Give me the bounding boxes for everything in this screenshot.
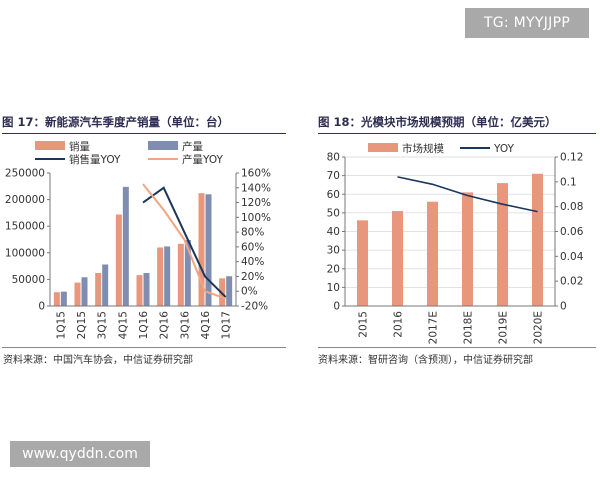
category-label: 2017E — [428, 311, 440, 344]
bar-市场规模-2016 — [392, 211, 403, 306]
tick-label-left: 30 — [327, 245, 340, 257]
tick-label-right: 160% — [241, 168, 271, 180]
tick-label-left: 20 — [327, 263, 340, 275]
legend-swatch-产量 — [148, 141, 178, 150]
legend-swatch-销量 — [35, 141, 65, 150]
bar-产量-1Q17 — [226, 276, 233, 306]
tick-label-right: 0 — [560, 301, 567, 313]
legend-label-销量: 销量 — [69, 140, 90, 153]
tick-label-right: 40% — [241, 256, 264, 268]
bar-销量-3Q16 — [177, 243, 184, 306]
title-rule-right — [318, 133, 596, 134]
tick-label-right: 0.1 — [560, 176, 577, 188]
tick-label-left: 150000 — [5, 221, 45, 233]
watermark-top: TG: MYYJJPP — [465, 8, 589, 38]
category-label: 2015 — [358, 311, 370, 338]
bar-市场规模-2015 — [357, 220, 368, 306]
tick-label-right: 0% — [241, 286, 258, 298]
bar-销量-2Q16 — [157, 247, 164, 306]
bar-市场规模-2020E — [532, 173, 543, 306]
category-label: 1Q16 — [138, 311, 150, 340]
tick-label-left: 0 — [333, 301, 340, 313]
bar-销量-1Q15 — [53, 292, 60, 306]
category-label: 2018E — [463, 311, 475, 344]
chart-title-left: 图 17：新能源汽车季度产销量（单位：台） — [2, 115, 230, 129]
tick-label-right: 0.04 — [560, 251, 584, 263]
tick-label-left: 40 — [327, 226, 340, 238]
bar-产量-1Q15 — [60, 291, 67, 306]
tick-label-right: -20% — [241, 301, 268, 313]
tick-label-left: 10 — [327, 282, 340, 294]
tick-label-left: 200000 — [5, 194, 45, 206]
tick-label-left: 50000 — [12, 274, 45, 286]
tick-label-right: 140% — [241, 182, 271, 194]
tick-label-right: 0.08 — [560, 201, 583, 213]
category-label: 2Q16 — [159, 311, 171, 340]
tick-label-left: 70 — [327, 170, 340, 182]
tick-label-left: 0 — [38, 301, 45, 313]
category-label: 2Q15 — [76, 311, 88, 339]
bar-产量-2Q16 — [164, 246, 171, 306]
title-rule-left — [2, 133, 286, 134]
tick-label-left: 60 — [327, 189, 340, 201]
tick-label-right: 0.06 — [560, 226, 584, 238]
legend-label-产量: 产量 — [182, 140, 203, 153]
bar-产量-4Q16 — [205, 194, 212, 306]
tick-label-right: 100% — [241, 212, 271, 224]
category-label: 4Q16 — [200, 311, 212, 340]
tick-label-right: 20% — [241, 271, 264, 283]
bar-销量-2Q15 — [74, 282, 81, 306]
legend-label-市场规模: 市场规模 — [402, 142, 444, 155]
category-label: 1Q15 — [55, 311, 67, 339]
tick-label-right: 80% — [241, 227, 264, 239]
bar-市场规模-2018E — [462, 192, 473, 306]
legend-swatch-市场规模 — [368, 143, 398, 152]
legend-label-YOY: YOY — [493, 143, 515, 155]
tick-label-left: 250000 — [5, 168, 45, 180]
source-right: 资料来源：智研咨询（含预测），中信证券研究部 — [318, 355, 533, 366]
category-label: 2016 — [393, 311, 405, 338]
category-label: 3Q16 — [179, 311, 191, 340]
legend-label-产量YOY: 产量YOY — [182, 153, 224, 166]
tick-label-right: 0.02 — [560, 276, 583, 288]
tick-label-right: 60% — [241, 241, 264, 253]
watermark-bottom: www.qyddn.com — [10, 441, 150, 467]
line-销售量YOY — [142, 186, 227, 298]
bar-产量-3Q15 — [102, 264, 109, 306]
source-left: 资料来源：中国汽车协会，中信证券研究部 — [3, 355, 193, 366]
category-label: 1Q17 — [221, 311, 233, 339]
bar-产量-2Q15 — [81, 277, 88, 306]
tick-label-right: 0.12 — [560, 152, 583, 164]
tick-label-left: 50 — [327, 207, 340, 219]
legend-label-销售量YOY: 销售量YOY — [69, 153, 121, 166]
chart-title-right: 图 18：光模块市场规模预期（单位：亿美元） — [318, 115, 557, 129]
bar-销量-1Q16 — [136, 275, 143, 306]
bar-销量-3Q15 — [95, 273, 102, 306]
category-label: 2020E — [533, 311, 545, 344]
bar-销量-4Q16 — [198, 193, 205, 306]
source-rule-left — [2, 347, 286, 348]
category-label: 3Q15 — [97, 311, 109, 339]
tick-label-right: 120% — [241, 197, 271, 209]
tick-label-left: 80 — [327, 152, 340, 164]
bar-产量-1Q16 — [143, 273, 150, 306]
category-label: 2019E — [498, 311, 510, 344]
line-YOY — [397, 176, 538, 213]
bar-销量-4Q15 — [115, 214, 122, 306]
bar-产量-3Q16 — [184, 240, 191, 306]
bar-市场规模-2017E — [427, 201, 438, 306]
bar-市场规模-2019E — [497, 183, 508, 306]
tick-label-left: 100000 — [5, 247, 45, 259]
source-rule-right — [318, 347, 596, 348]
line-产量YOY — [142, 183, 227, 300]
bar-产量-4Q15 — [122, 186, 129, 306]
category-label: 4Q15 — [117, 311, 129, 339]
